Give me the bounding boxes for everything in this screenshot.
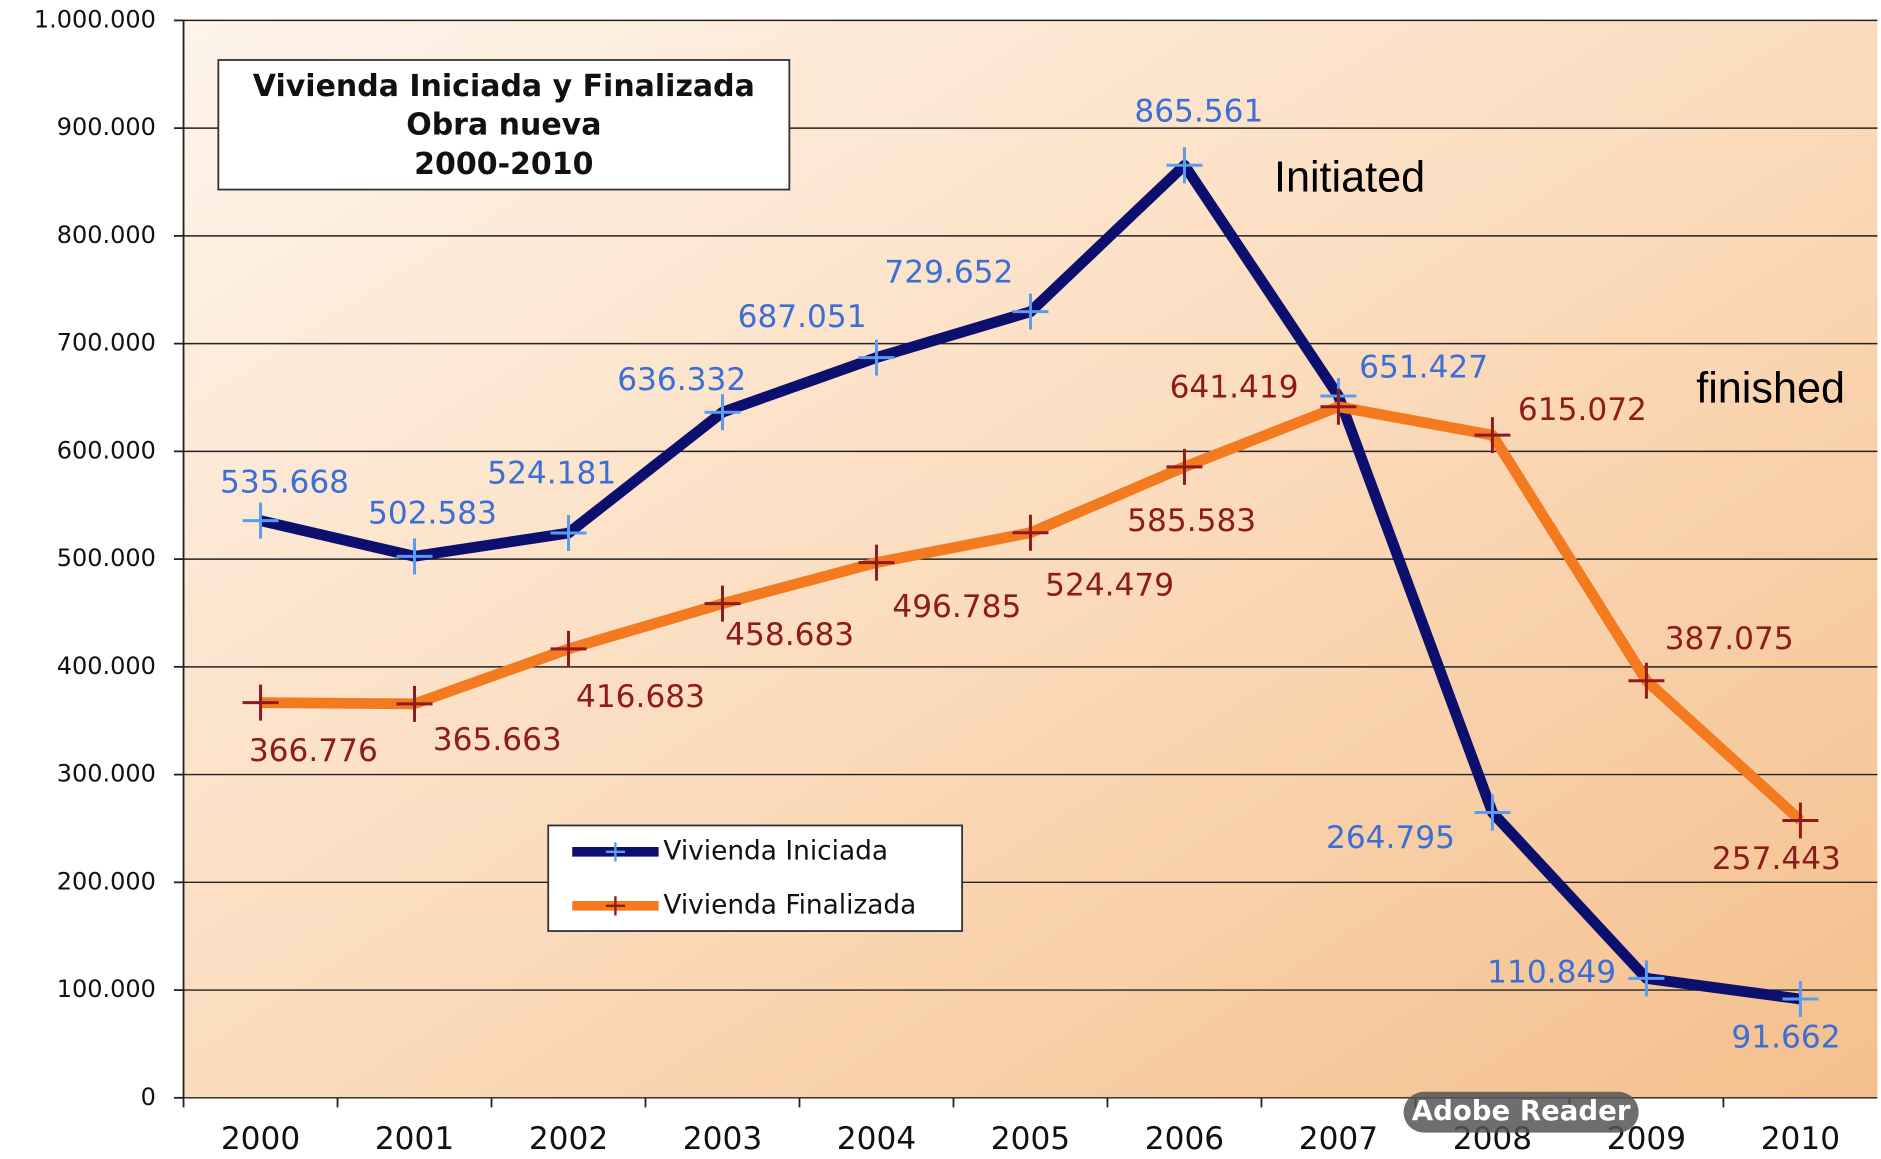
data-label: 651.427 (1359, 349, 1488, 385)
marker (704, 585, 741, 622)
y-tick-label: 800.000 (57, 221, 156, 249)
x-tick-label: 2005 (991, 1121, 1070, 1157)
data-label: 641.419 (1170, 370, 1299, 406)
marker-cross (858, 544, 895, 581)
data-label: 729.652 (884, 254, 1013, 290)
marker (1474, 794, 1511, 831)
data-label: 502.583 (368, 495, 497, 531)
marker (1320, 388, 1357, 425)
marker-cross (550, 630, 587, 667)
chart-subtitle: Obra nueva (406, 107, 601, 142)
legend-marker (605, 842, 626, 862)
marker (1166, 147, 1203, 184)
marker-cross (396, 685, 433, 722)
data-label: 110.849 (1487, 955, 1616, 991)
data-label: 91.662 (1731, 1020, 1840, 1056)
y-tick-label: 700.000 (57, 329, 156, 357)
data-label: 264.795 (1326, 820, 1455, 856)
x-tick-label: 2007 (1299, 1121, 1378, 1157)
marker-cross (550, 515, 587, 552)
legend-label: Vivienda Iniciada (663, 836, 888, 866)
title-box (217, 59, 791, 191)
y-tick-label: 300.000 (57, 760, 156, 788)
marker-cross (1166, 147, 1203, 184)
x-tick-label: 2006 (1145, 1121, 1224, 1157)
marker-cross (1166, 448, 1203, 485)
y-tick-label: 0 (141, 1083, 156, 1111)
data-label: 865.561 (1134, 93, 1263, 129)
y-tick-label: 500.000 (57, 544, 156, 572)
watermark-pill (1403, 1091, 1639, 1133)
marker (1012, 514, 1049, 551)
marker-cross (858, 339, 895, 376)
data-label: 615.072 (1518, 392, 1647, 428)
marker (1782, 981, 1819, 1018)
legend: Vivienda Iniciada Vivienda Finalizada (547, 824, 963, 932)
marker-cross (1012, 293, 1049, 330)
data-label: 387.075 (1665, 621, 1794, 657)
x-tick-label: 2001 (375, 1121, 454, 1157)
marker-cross (704, 585, 741, 622)
marker (550, 515, 587, 552)
marker (1012, 293, 1049, 330)
data-label: 535.668 (220, 464, 349, 500)
chart-period: 2000-2010 (414, 147, 593, 182)
y-tick-label: 1.000.000 (34, 5, 156, 33)
marker-cross (242, 684, 279, 721)
marker-cross (1782, 802, 1819, 839)
data-label: 687.051 (738, 299, 867, 335)
marker-cross (1474, 417, 1511, 454)
marker (1628, 960, 1665, 997)
marker (1782, 802, 1819, 839)
marker (242, 684, 279, 721)
chart-title: Vivienda Iniciada y Finalizada (253, 69, 755, 104)
data-label: 496.785 (892, 589, 1021, 625)
marker (396, 538, 433, 575)
marker (1166, 448, 1203, 485)
marker-cross (1320, 388, 1357, 425)
data-label: 636.332 (617, 362, 746, 398)
legend-label: Vivienda Finalizada (663, 890, 916, 920)
data-label: 366.776 (249, 733, 378, 769)
y-tick-label: 600.000 (57, 436, 156, 464)
y-tick-label: 900.000 (57, 113, 156, 141)
data-label: 524.479 (1045, 568, 1174, 604)
marker (858, 339, 895, 376)
watermark: Adobe Reader (1412, 1094, 1631, 1127)
data-label: 416.683 (576, 679, 705, 715)
data-label: 257.443 (1712, 841, 1841, 877)
data-label: 365.663 (433, 722, 562, 758)
marker-cross (704, 394, 741, 431)
x-tick-label: 2003 (683, 1121, 762, 1157)
marker (396, 685, 433, 722)
marker-cross (1628, 960, 1665, 997)
marker-cross (1782, 981, 1819, 1018)
marker (550, 630, 587, 667)
y-tick-label: 400.000 (57, 652, 156, 680)
y-tick-label: 100.000 (57, 975, 156, 1003)
marker (242, 502, 279, 539)
legend-box (547, 824, 963, 932)
marker-cross (242, 502, 279, 539)
data-label: 458.683 (725, 617, 854, 653)
marker-cross (1628, 662, 1665, 699)
x-tick-label: 2004 (837, 1121, 916, 1157)
marker-cross (396, 538, 433, 575)
marker (704, 394, 741, 431)
legend-marker (605, 896, 626, 916)
y-tick-label: 200.000 (57, 867, 156, 895)
x-tick-label: 2002 (529, 1121, 608, 1157)
marker (1474, 417, 1511, 454)
data-label: 585.583 (1127, 503, 1256, 539)
annotation: finished (1696, 365, 1845, 413)
x-tick-label: 2010 (1761, 1121, 1840, 1157)
data-label: 524.181 (487, 455, 616, 491)
marker-cross (1012, 514, 1049, 551)
marker (1628, 662, 1665, 699)
marker-cross (1474, 794, 1511, 831)
marker (858, 544, 895, 581)
annotation: Initiated (1274, 153, 1425, 201)
x-tick-label: 2000 (221, 1121, 300, 1157)
